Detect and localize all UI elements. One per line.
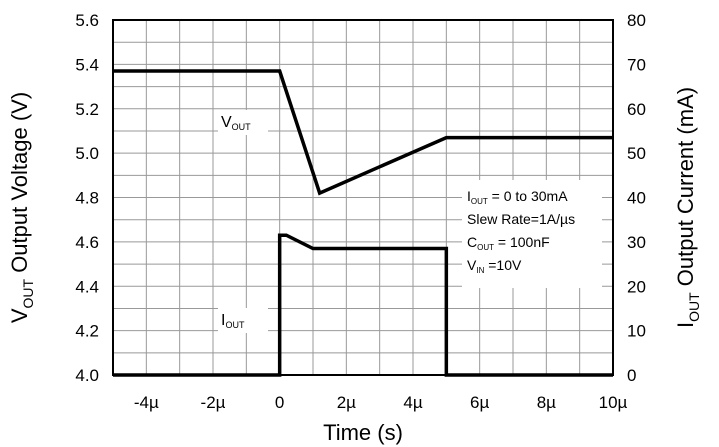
trace-label-vout: VOUT [221,114,251,132]
annotation-line: IOUT = 0 to 30mA [467,188,568,206]
y-axis-left-title-main: V [7,308,32,323]
y-axis-right-title-main: I [673,322,698,328]
y-axis-left-title-sub: OUT [20,278,36,308]
annotation-line: Slew Rate=1A/µs [467,211,575,227]
y-right-tick-label: 50 [627,144,646,163]
series-line-vout [113,69,613,196]
series-line-iout [113,233,613,377]
x-tick-label: 0 [275,393,284,412]
y-right-tick-label: 70 [627,55,646,74]
y-axis-right-title-rest: Output Current (mA) [673,87,698,292]
x-tick-label: 8µ [537,393,556,412]
y-left-tick-label: 5.2 [75,100,99,119]
y-left-tick-label: 4.0 [75,366,99,385]
trace-label-bg [218,110,268,135]
y-axis-left-title: VOUT Output Voltage (V) [7,92,36,323]
x-tick-label: 2µ [337,393,356,412]
conditions-annotation: IOUT = 0 to 30mA Slew Rate=1A/µs COUT = 10… [462,180,602,288]
annotation-bg [462,180,602,288]
y-right-tick-label: 20 [627,277,646,296]
x-tick-label: -2µ [201,393,226,412]
plot-frame [112,19,614,376]
y-left-tick-label: 4.2 [75,322,99,341]
y-left-tick-label: 5.6 [75,11,99,30]
x-tick-label: 6µ [470,393,489,412]
y-axis-left-title-rest: Output Voltage (V) [7,92,32,279]
x-tick-label: 10µ [599,393,628,412]
y-left-tick-label: 5.0 [75,144,99,163]
x-axis-title: Time (s) [323,420,403,445]
y-right-tick-label: 0 [627,366,636,385]
y-axis-right-title: IOUT Output Current (mA) [673,87,702,328]
annotation-line: COUT = 100nF [467,234,550,252]
y-right-tick-label: 60 [627,100,646,119]
y-left-tick-label: 5.4 [75,55,99,74]
y-left-tick-label: 4.4 [75,277,99,296]
y-axis-right-title-sub: OUT [686,292,702,322]
y-right-tick-label: 10 [627,322,646,341]
y-right-tick-label: 30 [627,233,646,252]
y-left-tick-label: 4.6 [75,233,99,252]
y-left-tick-label: 4.8 [75,189,99,208]
trace-label-iout: IOUT [221,312,245,330]
x-tick-label: 4µ [403,393,422,412]
series-layer [113,69,613,377]
annotation-line: VIN =10V [467,257,522,275]
y-right-tick-label: 80 [627,11,646,30]
y-right-tick-label: 40 [627,189,646,208]
trace-labels: VOUT IOUT [218,110,268,333]
trace-label-bg [218,308,268,333]
tick-labels: -4µ -2µ 0 2µ 4µ 6µ 8µ 10µ 4.0 4.2 4.4 4.6 4.8 5.0 5.2 5… [75,11,646,412]
x-tick-label: -4µ [134,393,159,412]
